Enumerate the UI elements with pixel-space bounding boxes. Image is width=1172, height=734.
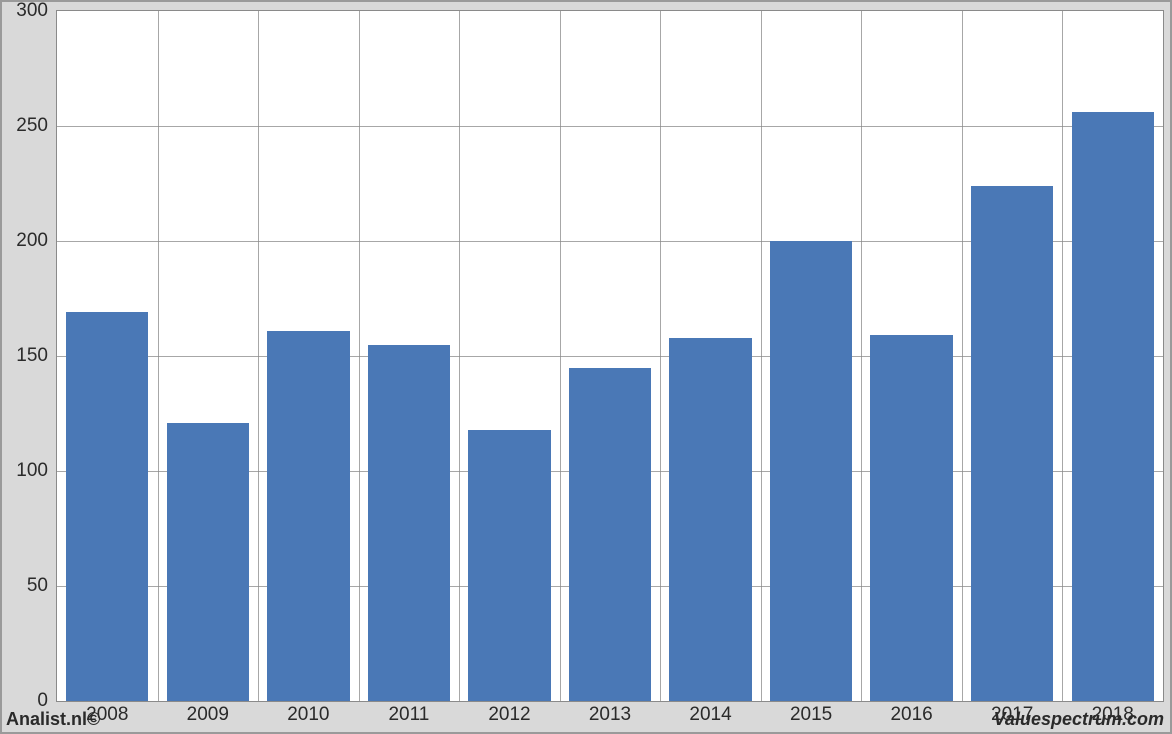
bar <box>1072 112 1154 701</box>
bar <box>167 423 249 701</box>
bar <box>468 430 550 701</box>
bar <box>770 241 852 701</box>
footer-right-credit: Valuespectrum.com <box>994 709 1164 730</box>
x-tick-label: 2015 <box>790 704 832 726</box>
bar <box>569 368 651 702</box>
bar <box>870 335 952 701</box>
x-tick-label: 2011 <box>388 704 429 726</box>
y-tick-label: 250 <box>4 115 48 137</box>
gridline-v <box>359 11 360 701</box>
footer-left-credit: Analist.nl© <box>6 709 100 730</box>
x-tick-label: 2014 <box>689 704 731 726</box>
x-tick-label: 2016 <box>890 704 932 726</box>
gridline-v <box>258 11 259 701</box>
y-tick-label: 300 <box>4 0 48 22</box>
y-tick-label: 200 <box>4 230 48 252</box>
chart-frame: 050100150200250300 200820092010201120122… <box>0 0 1172 734</box>
gridline-v <box>158 11 159 701</box>
bar <box>971 186 1053 701</box>
x-tick-label: 2009 <box>187 704 229 726</box>
gridline-v <box>560 11 561 701</box>
x-tick-label: 2013 <box>589 704 631 726</box>
y-tick-label: 100 <box>4 460 48 482</box>
gridline-v <box>962 11 963 701</box>
bar <box>669 338 751 701</box>
gridline-h <box>57 126 1163 127</box>
x-tick-label: 2012 <box>488 704 530 726</box>
gridline-v <box>761 11 762 701</box>
plot-area <box>56 10 1164 702</box>
gridline-v <box>1062 11 1063 701</box>
gridline-v <box>861 11 862 701</box>
bar <box>66 312 148 701</box>
y-tick-label: 50 <box>4 575 48 597</box>
x-tick-label: 2010 <box>287 704 329 726</box>
bar <box>368 345 450 702</box>
gridline-v <box>459 11 460 701</box>
bar <box>267 331 349 701</box>
gridline-v <box>660 11 661 701</box>
y-tick-label: 150 <box>4 345 48 367</box>
